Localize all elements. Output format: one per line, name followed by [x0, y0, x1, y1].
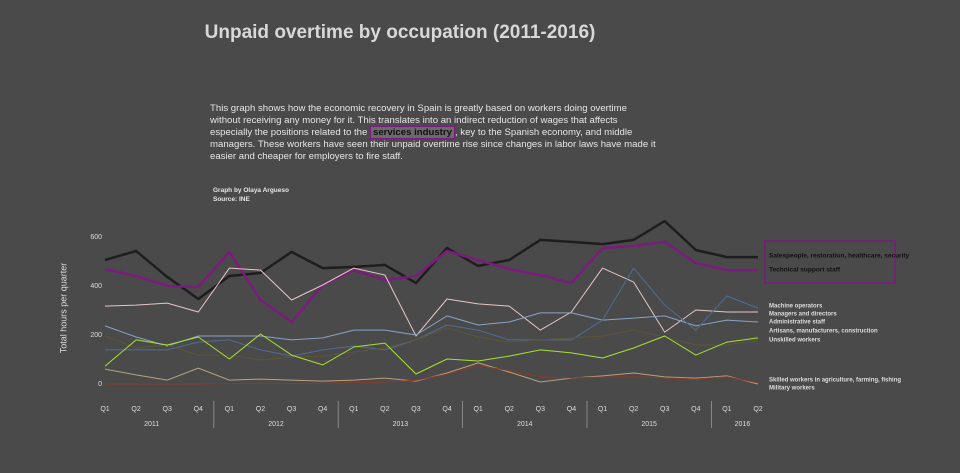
- series-line: [104, 219, 758, 301]
- x-tick-label: Q2: [505, 406, 514, 413]
- source: Source: INE: [213, 196, 250, 203]
- x-tick-label: Q3: [287, 406, 296, 413]
- series-line: [104, 267, 758, 337]
- x-tick-label: Q3: [536, 406, 545, 413]
- series-line: [105, 267, 759, 357]
- year-label: 2013: [393, 421, 409, 428]
- x-tick-label: Q1: [100, 406, 109, 413]
- year-label: 2014: [517, 421, 533, 428]
- description: This graph shows how the economic recove…: [210, 103, 658, 163]
- x-tick-label: Q2: [380, 406, 389, 413]
- chart-title: Unpaid overtime by occupation (2011-2016…: [205, 22, 596, 43]
- year-label: 2015: [641, 421, 657, 428]
- series-line: [104, 327, 759, 361]
- legend-label: Machine operators: [769, 304, 823, 310]
- legend-highlight-box: [764, 240, 896, 284]
- legend-label: Skilled workers in agriculture, farming,…: [769, 378, 901, 384]
- series-line: [104, 312, 759, 347]
- legend-label: Unskilled workers: [769, 338, 821, 344]
- x-tick-label: Q4: [318, 406, 327, 413]
- x-tick-label: Q1: [598, 406, 607, 413]
- year-label: 2016: [735, 421, 751, 428]
- y-tick-label: 0: [98, 381, 102, 388]
- x-tick-label: Q2: [131, 406, 140, 413]
- x-tick-label: Q1: [225, 406, 234, 413]
- description-text: , key to the Spanish economy, and middle…: [210, 127, 656, 162]
- legend-label: Managers and directors: [769, 312, 837, 318]
- x-tick-label: Q3: [163, 406, 172, 413]
- series-line: [104, 333, 759, 375]
- year-label: 2011: [144, 421, 159, 428]
- legend-label: Military workers: [769, 386, 815, 392]
- y-tick-label: 400: [90, 283, 102, 290]
- x-tick-label: Q4: [442, 406, 451, 413]
- legend-label: Technical support staff: [769, 267, 841, 274]
- x-tick-label: Q3: [411, 406, 420, 413]
- series-line: [105, 365, 759, 385]
- legend-label: Administrative staff: [769, 320, 826, 326]
- description-text: This graph shows how the economic recove…: [210, 103, 628, 138]
- series-line: [104, 240, 758, 324]
- x-tick-label: Q4: [567, 406, 576, 413]
- legend-label: Artisans, manufacturers, construction: [769, 329, 878, 335]
- x-tick-label: Q1: [722, 406, 731, 413]
- y-axis-label: Total hours per quarter: [58, 263, 68, 354]
- x-tick-label: Q1: [473, 406, 482, 413]
- x-tick-label: Q3: [660, 406, 669, 413]
- y-tick-label: 200: [90, 332, 102, 339]
- year-label: 2012: [268, 421, 284, 428]
- description-highlight: services industry: [370, 126, 455, 139]
- credits: Graph by Olaya Argueso Source: INE: [213, 186, 289, 204]
- y-tick-label: 600: [90, 234, 102, 241]
- x-tick-label: Q2: [629, 406, 638, 413]
- x-tick-label: Q4: [194, 406, 203, 413]
- x-tick-label: Q2: [256, 406, 265, 413]
- legend-label: Salespeople, restoration, healthcare, se…: [769, 253, 910, 260]
- x-tick-label: Q4: [691, 406, 700, 413]
- x-tick-label: Q2: [753, 406, 762, 413]
- x-tick-label: Q1: [349, 406, 358, 413]
- credit: Graph by Olaya Argueso: [213, 187, 289, 194]
